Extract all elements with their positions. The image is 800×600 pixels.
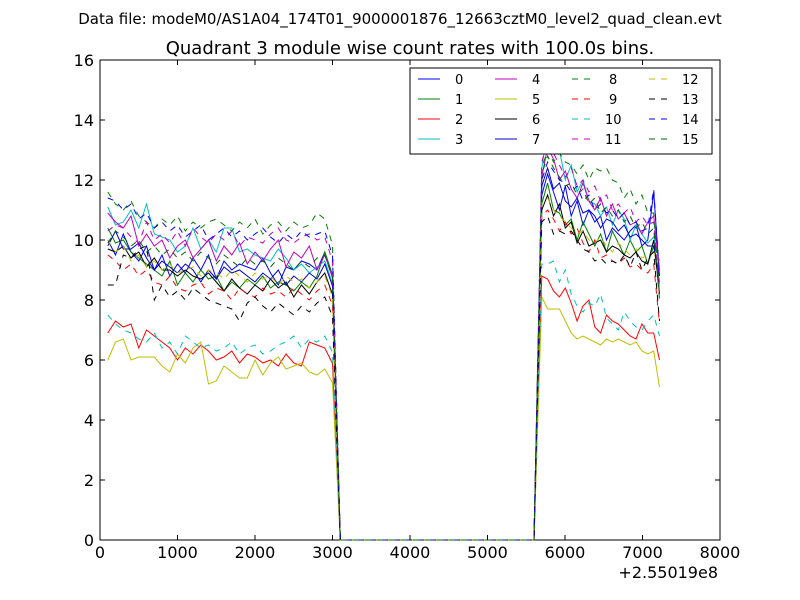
- series-line-13: [107, 215, 660, 541]
- legend-label-9: 9: [609, 93, 617, 108]
- x-offset-label: +2.55019e8: [618, 563, 718, 582]
- y-tick-label: 6: [84, 351, 94, 370]
- y-tick-label: 14: [74, 111, 94, 130]
- x-tick-label: 6000: [545, 543, 586, 562]
- legend-label-2: 2: [455, 113, 463, 128]
- data-file-title: Data file: modeM0/AS1A04_174T01_90000018…: [78, 10, 722, 29]
- y-tick-label: 2: [84, 471, 94, 490]
- legend-label-11: 11: [605, 133, 622, 148]
- legend-label-7: 7: [532, 133, 540, 148]
- chart-title: Quadrant 3 module wise count rates with …: [166, 38, 655, 59]
- x-tick-label: 3000: [312, 543, 353, 562]
- x-tick-label: 2000: [235, 543, 276, 562]
- x-tick-label: 7000: [622, 543, 663, 562]
- legend-label-6: 6: [532, 113, 540, 128]
- legend-label-15: 15: [682, 133, 699, 148]
- y-tick-label: 4: [84, 411, 94, 430]
- y-tick-label: 16: [74, 51, 94, 70]
- legend-label-12: 12: [682, 73, 699, 88]
- y-tick-label: 12: [74, 171, 94, 190]
- legend-label-14: 14: [682, 113, 699, 128]
- x-tick-label: 5000: [467, 543, 508, 562]
- legend-box: [409, 67, 713, 155]
- legend-label-3: 3: [455, 133, 463, 148]
- plot-area: 0 1000 2000 3000 4000 5000 6000 7000 80000246810…: [74, 51, 741, 562]
- legend-label-1: 1: [455, 93, 463, 108]
- series-line-15: [107, 154, 660, 541]
- x-tick-label: 8000: [700, 543, 741, 562]
- y-tick-label: 0: [84, 531, 94, 550]
- legend-label-0: 0: [455, 73, 463, 88]
- x-tick-label: 0: [95, 543, 105, 562]
- x-tick-label: 1000: [157, 543, 198, 562]
- x-tick-label: 4000: [390, 543, 431, 562]
- legend-label-13: 13: [682, 93, 699, 108]
- legend-label-10: 10: [605, 113, 622, 128]
- y-tick-label: 10: [74, 231, 94, 250]
- legend-label-4: 4: [532, 73, 540, 88]
- legend-label-5: 5: [532, 93, 540, 108]
- legend-label-8: 8: [609, 73, 617, 88]
- y-tick-label: 8: [84, 291, 94, 310]
